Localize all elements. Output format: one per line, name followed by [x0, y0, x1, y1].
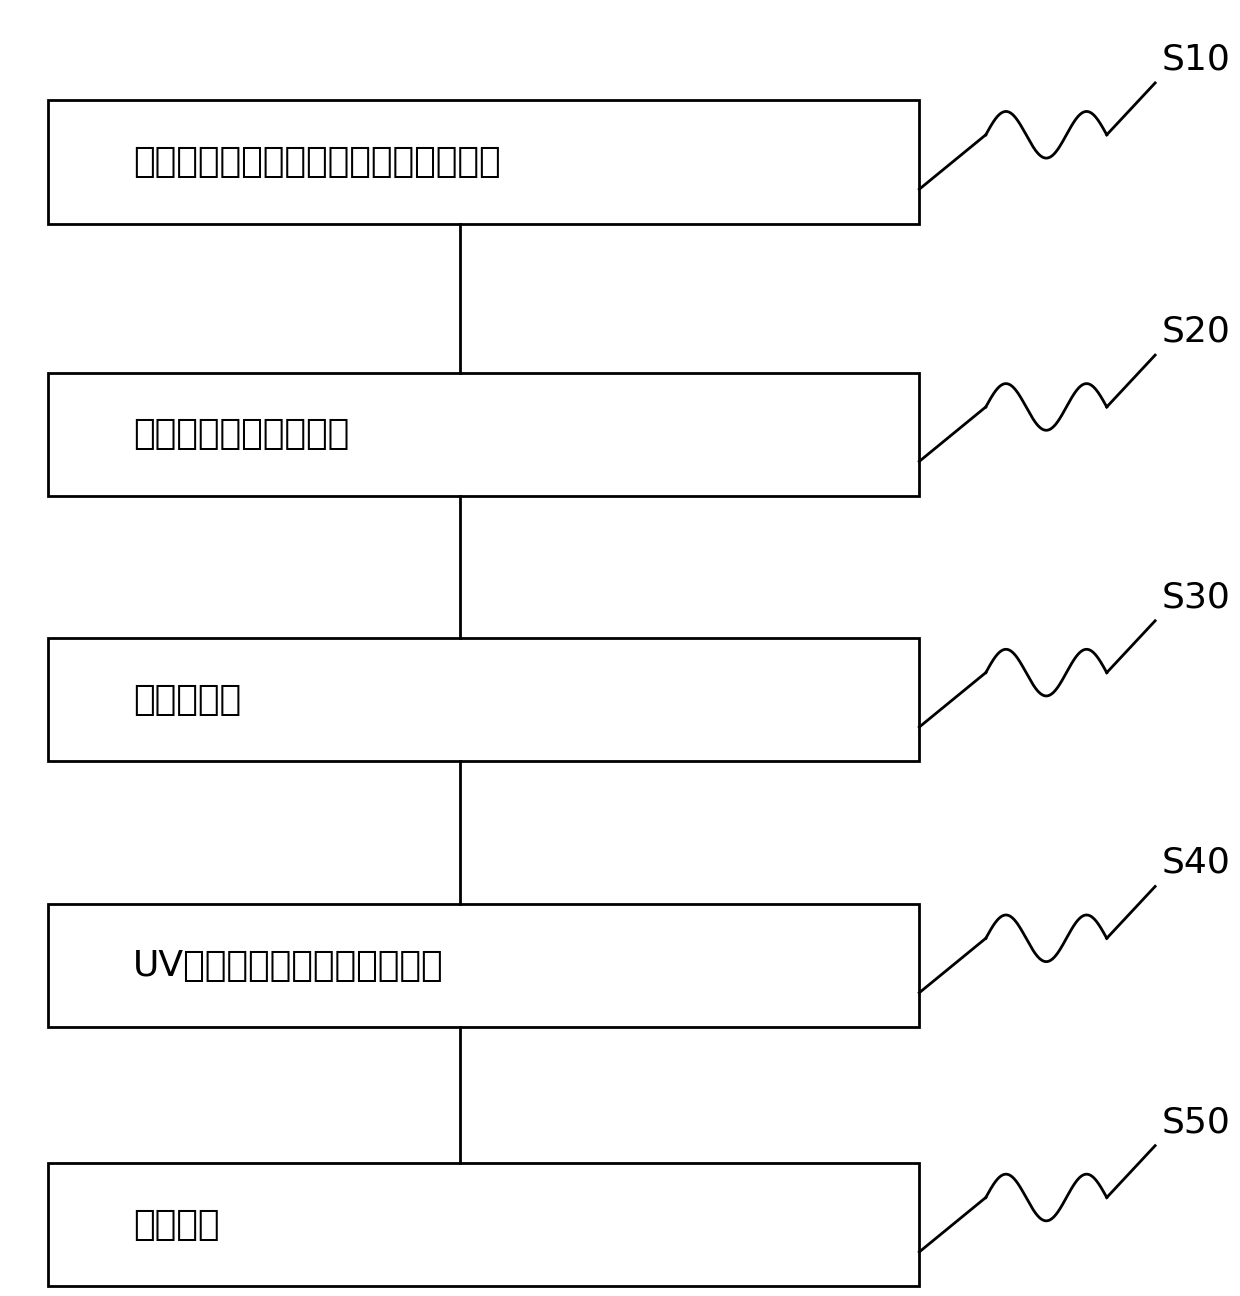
Text: S20: S20 — [1161, 315, 1230, 349]
Text: 线路蚀刻: 线路蚀刻 — [133, 1208, 219, 1242]
Bar — [48, 1164, 919, 1286]
Bar — [48, 101, 919, 223]
Bar — [48, 373, 919, 495]
Text: 在电路板表面贴附干膜: 在电路板表面贴附干膜 — [133, 417, 350, 451]
Text: 预备电路板基材，对电路板进行前处理: 预备电路板基材，对电路板进行前处理 — [133, 145, 501, 179]
Text: S50: S50 — [1161, 1105, 1230, 1139]
Text: S30: S30 — [1161, 581, 1230, 614]
Text: UV激光照射干膜进行线路显影: UV激光照射干膜进行线路显影 — [133, 949, 444, 982]
Text: 对干膜曝光: 对干膜曝光 — [133, 683, 241, 717]
Bar — [48, 905, 919, 1026]
Text: S10: S10 — [1161, 43, 1230, 76]
Bar — [48, 639, 919, 762]
Text: S40: S40 — [1161, 846, 1230, 880]
